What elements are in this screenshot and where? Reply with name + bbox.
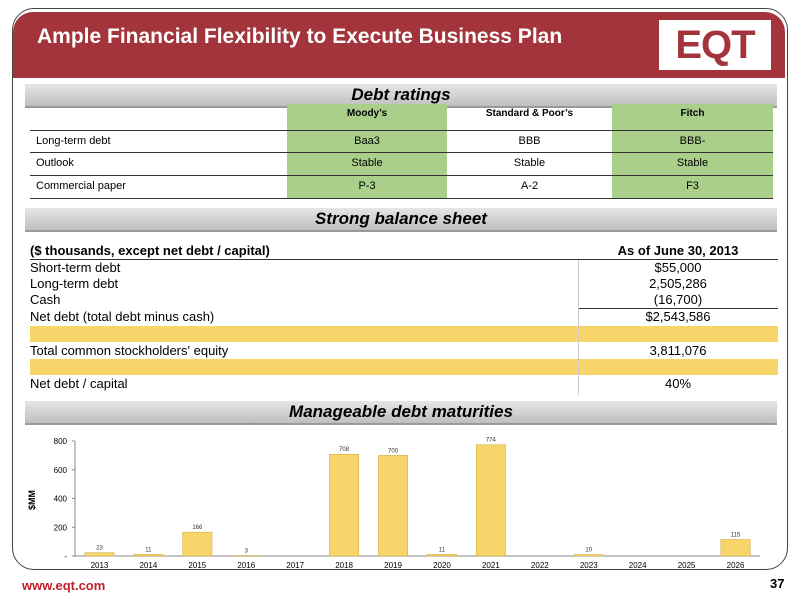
row-label: Commercial paper — [36, 180, 126, 192]
section-title: Manageable debt maturities — [25, 401, 777, 425]
header-rule — [30, 259, 778, 260]
page-number: 37 — [770, 576, 785, 591]
row-label: Net debt / capital — [30, 376, 128, 391]
rating-cell: P-3 — [287, 175, 447, 198]
row-value: 2,505,286 — [649, 276, 707, 291]
row-label: Net debt (total debt minus cash) — [30, 309, 215, 324]
column-header: Moody’s — [287, 104, 447, 130]
slide-title: Ample Financial Flexibility to Execute B… — [37, 25, 563, 48]
column-header: Fitch — [612, 104, 773, 130]
slide-frame — [12, 8, 788, 570]
table-header: ($ thousands, except net debt / capital) — [30, 243, 270, 258]
rating-cell: Baa3 — [287, 130, 447, 152]
rating-cell: A-2 — [520, 180, 539, 192]
footer-url: www.eqt.com — [22, 578, 106, 593]
row-rule — [30, 130, 773, 131]
table-header: As of June 30, 2013 — [617, 243, 739, 258]
row-label: Short-term debt — [30, 260, 121, 275]
rating-cell: BBB- — [612, 130, 773, 152]
rating-cell: Stable — [612, 152, 773, 175]
row-rule — [30, 152, 773, 153]
row-value: $2,543,586 — [645, 309, 711, 324]
row-label: Cash — [30, 292, 61, 307]
rating-cell: F3 — [612, 175, 773, 198]
row-value: (16,700) — [653, 292, 703, 307]
rating-cell: Stable — [513, 157, 546, 169]
logo: EQT — [659, 20, 771, 70]
header-band: Ample Financial Flexibility to Execute B… — [13, 12, 785, 78]
row-label: Total common stockholders' equity — [30, 343, 229, 358]
rating-cell: BBB — [518, 135, 541, 147]
spacer-row — [30, 359, 778, 375]
row-label: Long-term debt — [36, 135, 111, 147]
row-label: Long-term debt — [30, 276, 119, 291]
row-rule — [578, 308, 778, 309]
rating-cell: Stable — [287, 152, 447, 175]
spacer-row — [30, 326, 778, 342]
row-rule — [30, 175, 773, 176]
row-value: $55,000 — [654, 260, 702, 275]
row-rule — [30, 198, 773, 199]
section-title: Strong balance sheet — [25, 208, 777, 232]
row-value: 40% — [664, 376, 692, 391]
row-value: 3,811,076 — [649, 343, 707, 358]
column-rule — [578, 260, 579, 395]
row-label: Outlook — [36, 157, 74, 169]
column-header: Standard & Poor’s — [485, 108, 574, 119]
